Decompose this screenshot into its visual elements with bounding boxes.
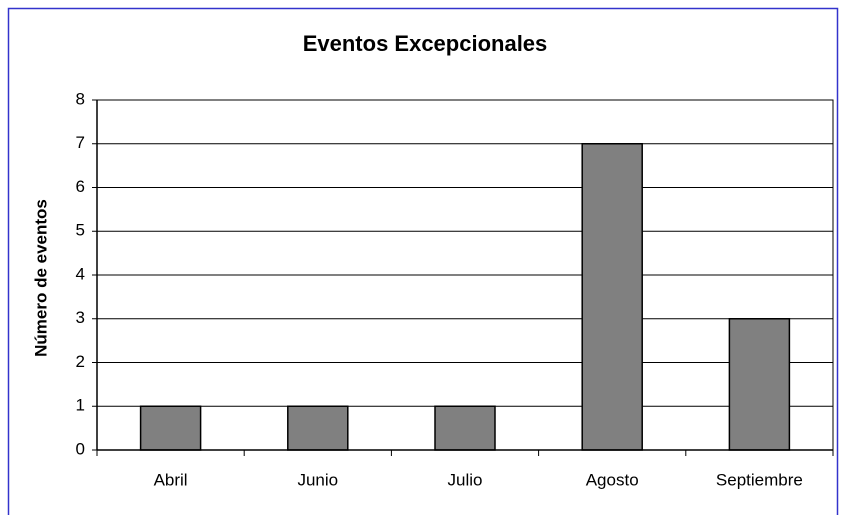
x-tick-label: Agosto: [586, 470, 639, 489]
bar: [434, 405, 496, 451]
y-tick-label: 6: [76, 177, 85, 196]
x-tick-label: Abril: [154, 470, 188, 489]
y-tick-label: 0: [76, 439, 85, 458]
y-tick-label: 5: [76, 221, 85, 240]
y-tick-label: 1: [76, 396, 85, 415]
bar: [139, 405, 202, 451]
y-axis-label: Número de eventos: [31, 199, 50, 357]
bar: [287, 405, 349, 451]
x-tick-label: Junio: [297, 470, 338, 489]
y-tick-label: 4: [76, 264, 85, 283]
y-tick-label: 3: [76, 308, 85, 327]
bar: [728, 318, 791, 451]
bar: [581, 143, 643, 451]
y-tick-label: 2: [76, 352, 85, 371]
x-tick-label: Julio: [448, 470, 483, 489]
y-tick-label: 8: [76, 89, 85, 108]
chart-title: Eventos Excepcionales: [303, 31, 548, 56]
y-tick-label: 7: [76, 133, 85, 152]
frame: [7, 7, 839, 515]
x-tick-label: Septiembre: [716, 470, 803, 489]
